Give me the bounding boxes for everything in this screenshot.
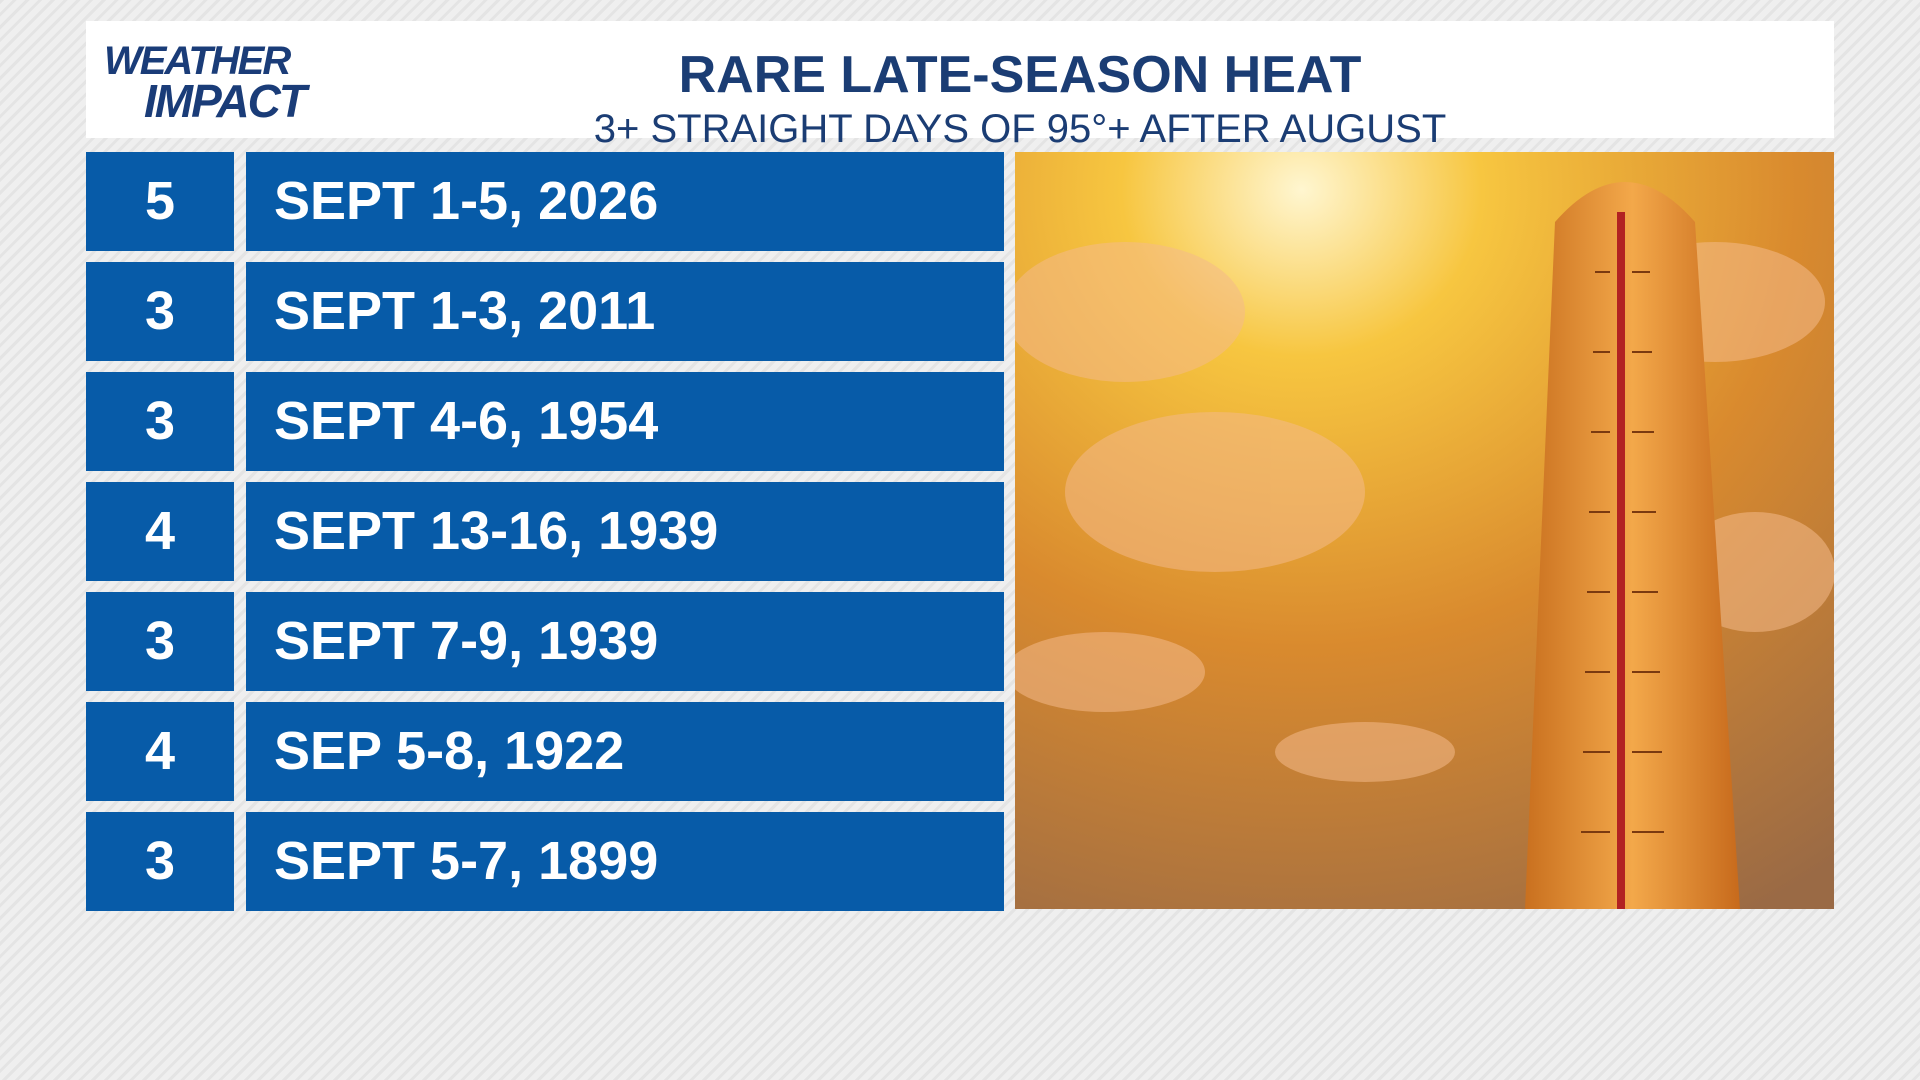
table-row: 3 SEPT 5-7, 1899	[86, 812, 1004, 911]
thermometer-ticks	[1581, 271, 1664, 833]
days-cell: 4	[86, 482, 234, 581]
days-cell: 3	[86, 812, 234, 911]
title: RARE LATE-SEASON HEAT	[678, 46, 1362, 104]
dates-cell: SEP 5-8, 1922	[246, 702, 1004, 801]
thermometer	[1525, 182, 1740, 909]
dates-cell: SEPT 1-3, 2011	[246, 262, 1004, 361]
table-row: 4 SEPT 13-16, 1939	[86, 482, 1004, 581]
dates-cell: SEPT 4-6, 1954	[246, 372, 1004, 471]
dates-cell: SEPT 5-7, 1899	[246, 812, 1004, 911]
logo: WEATHER IMPACT	[104, 39, 307, 127]
dates-cell: SEPT 1-5, 2026	[246, 152, 1004, 251]
table-row: 3 SEPT 1-3, 2011	[86, 262, 1004, 361]
table-row: 4 SEP 5-8, 1922	[86, 702, 1004, 801]
days-cell: 3	[86, 262, 234, 361]
thermometer-column	[1617, 212, 1625, 909]
days-cell: 5	[86, 152, 234, 251]
heat-image	[1015, 152, 1834, 909]
table-row: 3 SEPT 7-9, 1939	[86, 592, 1004, 691]
days-cell: 3	[86, 372, 234, 471]
subtitle: 3+ STRAIGHT DAYS OF 95°+ AFTER AUGUST	[593, 107, 1447, 151]
logo-line: IMPACT	[144, 75, 307, 127]
table-row: 5 SEPT 1-5, 2026	[86, 152, 1004, 251]
days-cell: 4	[86, 702, 234, 801]
dates-cell: SEPT 7-9, 1939	[246, 592, 1004, 691]
days-cell: 3	[86, 592, 234, 691]
logo-line: WEATHER	[104, 39, 291, 83]
header: WEATHER IMPACT RARE LATE-SEASON HEAT 3+ …	[86, 21, 1834, 151]
table-row: 3 SEPT 4-6, 1954	[86, 372, 1004, 471]
dates-cell: SEPT 13-16, 1939	[246, 482, 1004, 581]
